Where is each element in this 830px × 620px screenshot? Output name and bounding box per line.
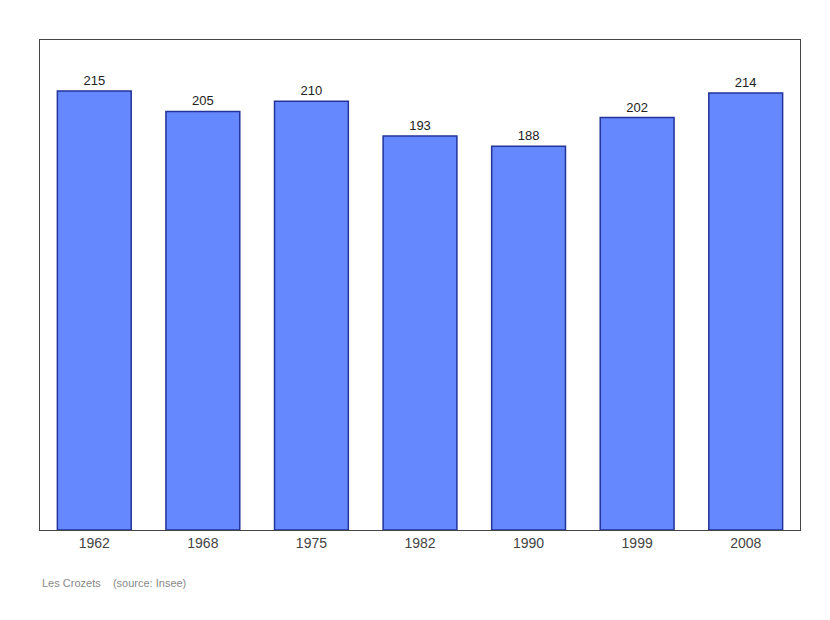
svg-text:205: 205: [192, 93, 214, 108]
svg-text:188: 188: [518, 128, 540, 143]
svg-text:1962: 1962: [79, 535, 110, 551]
svg-text:215: 215: [83, 73, 105, 88]
svg-text:1990: 1990: [513, 535, 544, 551]
svg-text:1968: 1968: [187, 535, 218, 551]
svg-text:210: 210: [301, 83, 323, 98]
svg-text:1999: 1999: [622, 535, 653, 551]
svg-text:202: 202: [626, 100, 648, 115]
svg-text:193: 193: [409, 118, 431, 133]
svg-text:214: 214: [735, 75, 757, 90]
svg-text:1975: 1975: [296, 535, 327, 551]
svg-text:1982: 1982: [404, 535, 435, 551]
svg-text:Les Crozets (source: Insee): Les Crozets (source: Insee): [42, 577, 186, 589]
svg-text:2008: 2008: [730, 535, 761, 551]
